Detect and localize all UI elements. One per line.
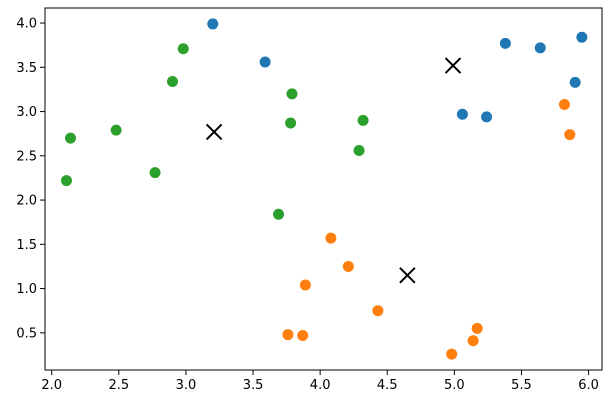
centroid-marker bbox=[399, 267, 416, 284]
data-point-series-3 bbox=[167, 75, 179, 87]
data-point-series-1 bbox=[456, 108, 468, 120]
y-tick-label: 1.5 bbox=[16, 238, 37, 253]
data-point-series-3 bbox=[110, 124, 122, 136]
x-tick-label: 3.0 bbox=[176, 378, 197, 393]
x-tick-label: 6.0 bbox=[578, 378, 599, 393]
data-point-series-2 bbox=[372, 305, 384, 317]
x-tick-label: 3.5 bbox=[243, 378, 264, 393]
data-point-series-3 bbox=[357, 114, 369, 126]
data-point-series-2 bbox=[467, 335, 479, 347]
centroid-marker bbox=[444, 57, 462, 74]
data-point-series-1 bbox=[207, 18, 219, 30]
data-point-series-3 bbox=[285, 117, 297, 129]
y-tick-label: 3.5 bbox=[16, 61, 37, 76]
data-point-series-3 bbox=[60, 175, 72, 187]
data-point-series-1 bbox=[499, 37, 511, 49]
centroid-markers bbox=[205, 57, 462, 284]
data-point-series-3 bbox=[353, 144, 365, 156]
y-tick-label: 2.5 bbox=[16, 149, 37, 164]
data-point-series-2 bbox=[299, 279, 311, 291]
data-point-series-3 bbox=[65, 132, 77, 144]
x-tick-label: 4.5 bbox=[377, 378, 398, 393]
data-point-series-2 bbox=[564, 129, 576, 141]
y-tick-label: 0.5 bbox=[16, 326, 37, 341]
x-tick-label: 2.5 bbox=[108, 378, 129, 393]
x-axis: 2.0 2.5 3.0 3.5 4.0 4.5 5.0 5.5 6.0 bbox=[41, 370, 599, 393]
data-point-series-3 bbox=[286, 88, 298, 100]
data-point-series-2 bbox=[471, 322, 483, 334]
data-point-series-2 bbox=[297, 329, 309, 341]
data-point-series-2 bbox=[325, 232, 337, 244]
data-point-series-2 bbox=[282, 329, 294, 341]
y-tick-label: 4.0 bbox=[16, 17, 37, 32]
data-point-series-3 bbox=[273, 208, 285, 220]
data-point-series-3 bbox=[177, 43, 189, 55]
x-tick-label: 2.0 bbox=[41, 378, 62, 393]
x-tick-label: 5.0 bbox=[444, 378, 465, 393]
data-point-series-3 bbox=[149, 167, 161, 179]
y-tick-label: 1.0 bbox=[16, 282, 37, 297]
y-axis: 0.5 1.0 1.5 2.0 2.5 3.0 3.5 4.0 bbox=[16, 17, 45, 341]
data-point-series-2 bbox=[558, 98, 570, 110]
data-point-series-1 bbox=[259, 56, 271, 68]
x-tick-label: 5.5 bbox=[511, 378, 532, 393]
y-tick-label: 3.0 bbox=[16, 105, 37, 120]
centroid-marker bbox=[205, 123, 223, 141]
data-point-series-1 bbox=[534, 42, 546, 54]
data-point-series-1 bbox=[576, 31, 588, 43]
data-point-series-1 bbox=[569, 76, 581, 88]
data-point-series-1 bbox=[481, 111, 493, 123]
plot-frame bbox=[44, 7, 603, 371]
data-point-series-2 bbox=[342, 260, 354, 272]
data-point-series-2 bbox=[446, 348, 458, 360]
data-points bbox=[60, 18, 588, 360]
y-tick-label: 2.0 bbox=[16, 194, 37, 209]
x-tick-label: 4.0 bbox=[310, 378, 331, 393]
